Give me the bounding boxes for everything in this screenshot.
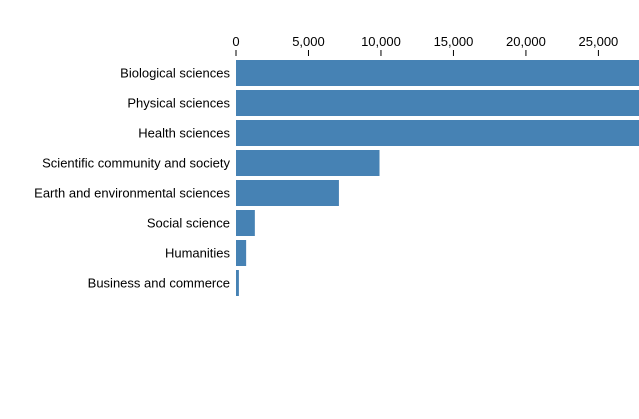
x-tick-label: 10,000 <box>361 34 401 49</box>
bars-group <box>236 60 639 296</box>
bar-earth-and-environmental-sciences <box>236 180 339 206</box>
category-label: Biological sciences <box>120 66 230 81</box>
x-tick-label: 15,000 <box>434 34 474 49</box>
category-label: Social science <box>147 216 230 231</box>
bar-humanities <box>236 240 247 266</box>
bar-health-sciences <box>236 120 639 146</box>
bar-scientific-community-and-society <box>236 150 380 176</box>
y-axis: Biological sciences Physical sciences Heal… <box>34 66 230 291</box>
x-tick-label: 0 <box>232 34 239 49</box>
bar-business-and-commerce <box>236 270 239 296</box>
category-label: Scientific community and society <box>42 156 230 171</box>
category-label: Health sciences <box>138 126 230 141</box>
x-axis: 0 5,000 10,000 15,000 20,000 25,000 <box>232 34 618 56</box>
category-label: Business and commerce <box>88 276 230 291</box>
category-label: Humanities <box>165 246 231 261</box>
x-tick-label: 20,000 <box>506 34 546 49</box>
bar-biological-sciences <box>236 60 639 86</box>
x-tick-label: 25,000 <box>579 34 619 49</box>
x-tick-label: 5,000 <box>292 34 325 49</box>
category-label: Physical sciences <box>127 96 230 111</box>
bar-social-science <box>236 210 255 236</box>
bar-physical-sciences <box>236 90 639 116</box>
category-label: Earth and environmental sciences <box>34 186 230 201</box>
